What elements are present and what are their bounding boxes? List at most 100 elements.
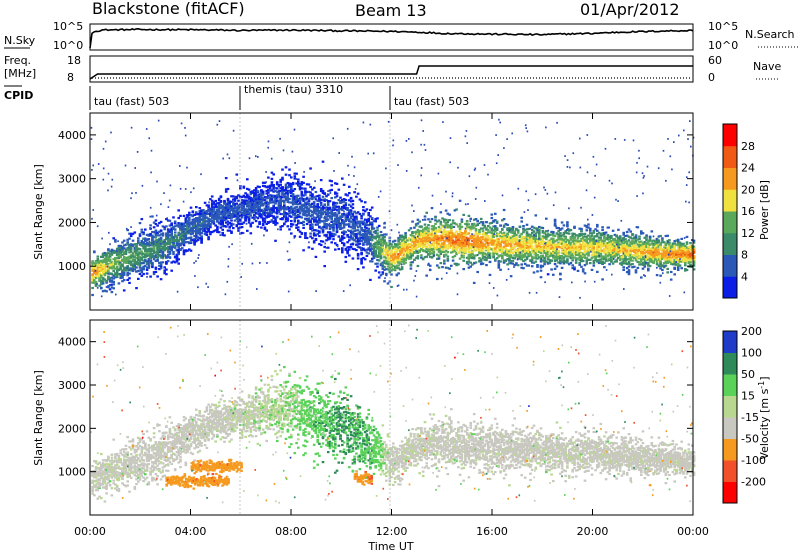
power-point: [237, 222, 240, 225]
power-point: [284, 189, 288, 192]
power-point: [300, 198, 304, 201]
power-point: [351, 230, 355, 233]
power-point: [332, 207, 335, 210]
power-point: [251, 216, 254, 219]
power-point: [295, 214, 298, 217]
power-point: [437, 225, 441, 229]
power-point: [311, 229, 314, 232]
power-point: [365, 223, 369, 226]
power-point: [253, 210, 256, 213]
power-point: [140, 218, 144, 221]
power-point: [293, 214, 297, 217]
power-point: [128, 244, 131, 247]
power-point: [256, 204, 260, 207]
power-point: [200, 235, 203, 238]
power-point: [128, 232, 131, 235]
power-point: [409, 264, 413, 267]
power-point: [115, 247, 119, 250]
power-point: [355, 243, 358, 246]
power-point: [237, 227, 240, 230]
power-point: [217, 217, 221, 220]
power-point: [251, 197, 254, 200]
power-point: [151, 249, 154, 252]
power-point: [321, 211, 325, 214]
power-point: [293, 218, 297, 221]
power-point: [351, 222, 355, 225]
power-point: [189, 229, 193, 232]
power-point: [319, 227, 323, 230]
power-point: [124, 269, 128, 272]
power-point: [198, 220, 202, 223]
power-point: [226, 220, 230, 223]
power-point: [316, 203, 319, 206]
power-point: [216, 209, 219, 212]
power-point: [165, 225, 168, 228]
power-point: [275, 209, 279, 212]
power-point: [219, 211, 223, 215]
power-point: [300, 206, 304, 209]
power-point: [314, 198, 318, 201]
power-point: [307, 246, 311, 249]
power-point: [348, 203, 351, 206]
power-point: [260, 202, 263, 205]
power-point: [490, 213, 494, 216]
power-point: [363, 237, 367, 240]
power-point: [154, 243, 158, 246]
power-point: [300, 187, 304, 190]
power-point: [98, 278, 101, 281]
power-point: [212, 202, 216, 205]
power-point: [172, 260, 175, 263]
power-point: [314, 210, 318, 213]
power-point: [212, 217, 216, 221]
power-point: [374, 249, 377, 253]
power-point: [151, 234, 154, 237]
power-point: [147, 233, 151, 236]
power-point: [318, 197, 321, 200]
power-point: [367, 229, 370, 232]
power-point: [409, 227, 413, 230]
power-point: [312, 208, 316, 211]
frequency-panel: Freq. [MHz] 18 8 60 0 Nave: [4, 54, 781, 84]
power-point: [458, 199, 462, 202]
power-point: [304, 236, 307, 239]
power-point: [168, 237, 172, 240]
power-point: [363, 232, 367, 235]
power-point: [224, 217, 228, 220]
power-point: [165, 232, 168, 235]
power-point: [126, 246, 129, 249]
power-point: [226, 223, 230, 226]
power-point: [119, 249, 122, 252]
power-point: [356, 232, 360, 235]
power-point: [145, 239, 149, 242]
power-point: [163, 266, 166, 269]
power-point: [288, 212, 291, 215]
power-point: [114, 263, 117, 266]
power-point: [212, 206, 216, 209]
power-point: [334, 242, 337, 245]
power-point: [291, 210, 295, 213]
power-point: [335, 243, 339, 247]
power-point: [128, 251, 131, 254]
power-point: [284, 217, 288, 221]
power-point: [279, 183, 282, 186]
power-point: [207, 204, 210, 207]
power-point: [246, 213, 249, 216]
power-point: [334, 214, 337, 217]
power-point: [279, 204, 282, 207]
power-point: [328, 234, 332, 237]
power-point: [251, 190, 254, 193]
power-point: [230, 224, 233, 227]
power-point: [346, 235, 349, 238]
power-point: [191, 232, 195, 235]
power-point: [251, 202, 254, 205]
power-point: [101, 271, 105, 274]
power-point: [281, 190, 284, 193]
power-point: [108, 255, 112, 258]
power-point: [126, 271, 129, 274]
power-point: [242, 221, 246, 224]
power-point: [240, 214, 244, 217]
power-point: [226, 205, 230, 208]
power-point: [298, 215, 302, 218]
power-point: [293, 199, 297, 202]
power-point: [94, 274, 98, 277]
